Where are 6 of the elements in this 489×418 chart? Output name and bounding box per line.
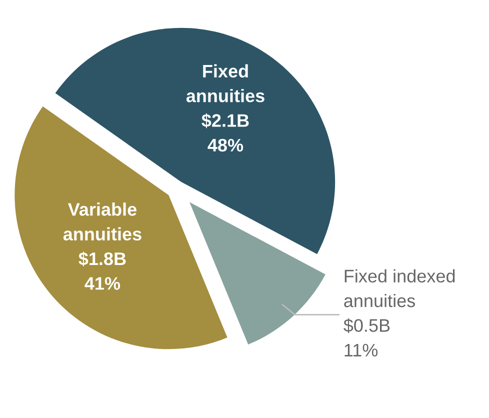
data-label: $2.1B 48% bbox=[202, 113, 249, 152]
data-label: $0.5B 11% bbox=[344, 318, 390, 356]
slice-label: Variable annuities bbox=[63, 202, 142, 240]
slice-label: Fixed indexed annuities bbox=[344, 269, 455, 308]
slice-label: Fixed annuities bbox=[186, 64, 264, 102]
data-label: $1.8B 41% bbox=[78, 252, 126, 290]
